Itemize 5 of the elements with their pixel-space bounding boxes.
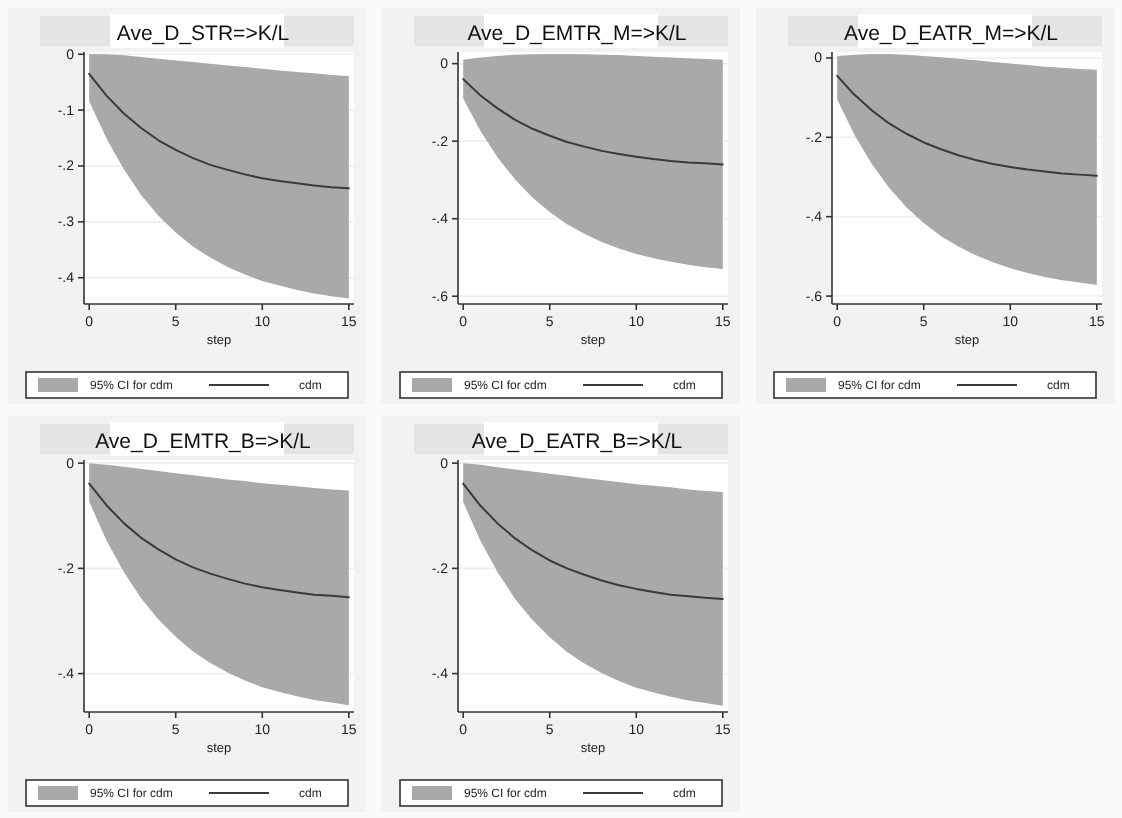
chart-title: Ave_D_EATR_B=>K/L (471, 430, 683, 454)
chart-title: Ave_D_EATR_M=>K/L (844, 22, 1059, 46)
chart-title: Ave_D_STR=>K/L (116, 22, 290, 46)
chart-title: Ave_D_EMTR_B=>K/L (95, 430, 312, 454)
chart-title: Ave_D_EMTR_M=>K/L (467, 22, 687, 46)
